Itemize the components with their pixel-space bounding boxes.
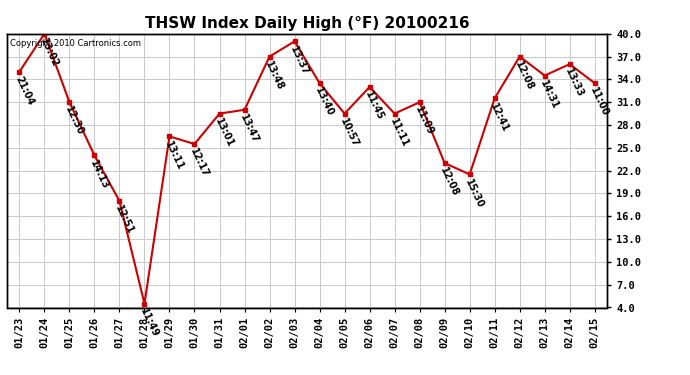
Title: THSW Index Daily High (°F) 20100216: THSW Index Daily High (°F) 20100216 <box>145 16 469 31</box>
Text: 13:40: 13:40 <box>313 86 335 118</box>
Text: Copyright 2010 Cartronics.com: Copyright 2010 Cartronics.com <box>10 39 141 48</box>
Text: 15:30: 15:30 <box>464 177 486 210</box>
Text: 14:31: 14:31 <box>538 78 560 111</box>
Text: 13:02: 13:02 <box>38 36 60 69</box>
Text: 12:17: 12:17 <box>188 147 210 179</box>
Text: 13:47: 13:47 <box>238 112 260 145</box>
Text: 12:51: 12:51 <box>113 204 135 236</box>
Text: 12:08: 12:08 <box>438 166 460 198</box>
Text: 13:33: 13:33 <box>564 67 586 99</box>
Text: 21:04: 21:04 <box>13 75 35 107</box>
Text: 10:57: 10:57 <box>338 116 360 149</box>
Text: 12:41: 12:41 <box>489 101 511 134</box>
Text: 11:49: 11:49 <box>138 306 160 339</box>
Text: 14:13: 14:13 <box>88 158 110 190</box>
Text: 11:45: 11:45 <box>364 90 386 122</box>
Text: 13:48: 13:48 <box>264 59 286 92</box>
Text: 13:01: 13:01 <box>213 116 235 149</box>
Text: 11:11: 11:11 <box>388 116 411 149</box>
Text: 13:37: 13:37 <box>288 44 311 76</box>
Text: 12:08: 12:08 <box>513 59 535 92</box>
Text: 11:00: 11:00 <box>589 86 611 118</box>
Text: 13:11: 13:11 <box>164 139 186 171</box>
Text: 11:09: 11:09 <box>413 105 435 137</box>
Text: 12:30: 12:30 <box>63 105 86 137</box>
